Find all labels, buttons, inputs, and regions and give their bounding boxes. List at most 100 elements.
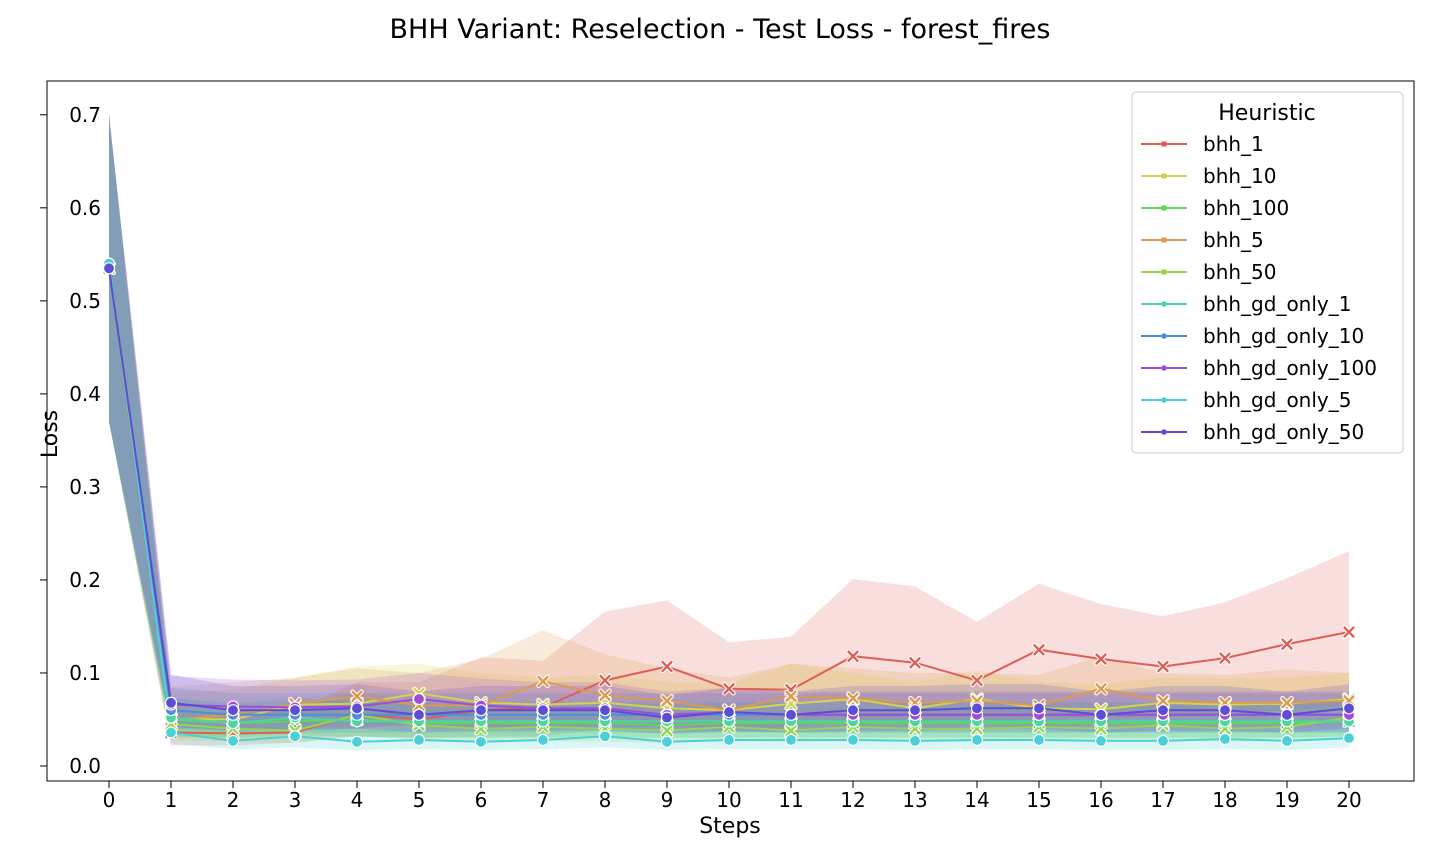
legend-marker (1161, 429, 1167, 435)
legend-label: bhh_10 (1203, 164, 1277, 188)
point-bhh-1 (1342, 625, 1356, 639)
y-axis: 0.0 0.1 0.2 0.3 0.4 0.5 0.6 0.7 (40, 103, 101, 778)
point-bhh-gd-only-5 (350, 735, 364, 748)
point-bhh-1 (1156, 659, 1170, 674)
point-bhh-50 (784, 723, 798, 738)
x-tick-label: 13 (902, 788, 927, 812)
legend-item-bhh-5: bhh_5 (1141, 228, 1264, 252)
point-bhh-1 (598, 673, 612, 688)
x-tick-label: 7 (537, 788, 550, 812)
legend-label: bhh_1 (1203, 132, 1264, 156)
x-axis: 0 1 2 3 4 5 6 7 8 9 10 11 12 13 14 15 16 17 18 19 20 (103, 781, 1362, 812)
band-bhh-5 (109, 114, 1349, 739)
point-bhh-5 (846, 691, 860, 705)
legend-marker (1161, 333, 1167, 339)
point-bhh-gd-only-5 (1032, 733, 1046, 747)
point-bhh-gd-only-5 (1342, 731, 1356, 745)
legend-label: bhh_gd_only_5 (1203, 388, 1351, 412)
legend-label: bhh_gd_only_10 (1203, 324, 1364, 348)
y-tick-label: 0.6 (69, 196, 101, 220)
y-tick-label: 0.3 (69, 475, 101, 499)
legend-label: bhh_100 (1203, 196, 1289, 220)
chart-title: BHH Variant: Reselection - Test Loss - f… (390, 14, 1051, 45)
x-tick-label: 4 (351, 788, 364, 812)
point-bhh-gd-only-5 (784, 733, 798, 747)
point-bhh-gd-only-50 (908, 704, 922, 717)
x-tick-label: 9 (661, 788, 674, 812)
y-tick-label: 0.2 (69, 568, 101, 592)
x-tick-label: 19 (1274, 788, 1299, 812)
legend: Heuristic bhh_1 bhh_10 bhh_100 bhh_5 bhh_50b… (1131, 91, 1404, 454)
point-bhh-gd-only-5 (908, 734, 922, 747)
point-bhh-gd-only-5 (846, 733, 860, 747)
legend-marker (1161, 365, 1167, 371)
legend-box (1131, 91, 1404, 454)
legend-label: bhh_gd_only_100 (1203, 356, 1377, 380)
series-markers (102, 257, 1356, 748)
confidence-bands (109, 114, 1349, 751)
point-bhh-5 (1156, 694, 1170, 708)
point-bhh-gd-only-50 (350, 702, 364, 715)
x-tick-label: 8 (599, 788, 612, 812)
legend-item-bhh-gd-only-5: bhh_gd_only_5 (1141, 388, 1351, 412)
x-tick-label: 1 (165, 788, 178, 812)
y-tick-label: 0.0 (69, 754, 101, 778)
x-tick-label: 16 (1088, 788, 1113, 812)
point-bhh-gd-only-50 (102, 262, 116, 275)
point-bhh-1 (1280, 637, 1294, 651)
point-bhh-5 (660, 694, 674, 708)
legend-label: bhh_gd_only_50 (1203, 420, 1364, 444)
point-bhh-gd-only-50 (226, 704, 240, 717)
point-bhh-1 (846, 649, 860, 663)
point-bhh-gd-only-5 (1218, 732, 1232, 746)
legend-marker (1161, 141, 1167, 147)
legend-items: bhh_1 bhh_10 bhh_100 bhh_5 bhh_50 bhh_gd_only… (1141, 132, 1377, 444)
point-bhh-gd-only-50 (474, 704, 488, 717)
point-bhh-gd-only-50 (412, 708, 426, 721)
point-bhh-5 (1094, 682, 1108, 696)
point-bhh-gd-only-50 (784, 708, 798, 721)
point-bhh-1 (660, 659, 674, 674)
point-bhh-gd-only-50 (164, 696, 178, 709)
legend-marker (1161, 173, 1167, 179)
band-bhh-1 (109, 114, 1349, 746)
point-bhh-gd-only-5 (412, 733, 426, 747)
x-tick-label: 11 (778, 788, 803, 812)
legend-item-bhh-gd-only-10: bhh_gd_only_10 (1141, 324, 1364, 348)
point-bhh-5 (1280, 695, 1294, 710)
point-bhh-gd-only-50 (536, 704, 550, 717)
point-bhh-gd-only-5 (164, 726, 178, 739)
point-bhh-gd-only-50 (1218, 704, 1232, 717)
point-bhh-gd-only-50 (1342, 702, 1356, 715)
legend-marker (1161, 269, 1167, 275)
point-bhh-gd-only-50 (722, 705, 736, 719)
plot-frame (46, 80, 1415, 782)
point-bhh-gd-only-5 (660, 735, 674, 748)
point-bhh-1 (1218, 651, 1232, 665)
point-bhh-gd-only-50 (1094, 708, 1108, 721)
legend-item-bhh-gd-only-100: bhh_gd_only_100 (1141, 356, 1377, 380)
x-tick-label: 2 (227, 788, 240, 812)
legend-item-bhh-gd-only-50: bhh_gd_only_50 (1141, 420, 1364, 444)
point-bhh-gd-only-50 (1032, 702, 1046, 715)
plot-area (46, 80, 1415, 782)
point-bhh-gd-only-5 (536, 733, 550, 747)
legend-item-bhh-gd-only-1: bhh_gd_only_1 (1141, 292, 1351, 316)
x-tick-label: 12 (840, 788, 865, 812)
x-tick-label: 10 (716, 788, 741, 812)
point-bhh-1 (1032, 642, 1046, 657)
x-tick-label: 14 (964, 788, 989, 812)
point-bhh-gd-only-5 (288, 730, 302, 743)
x-tick-label: 15 (1026, 788, 1051, 812)
point-bhh-gd-only-5 (1280, 734, 1294, 747)
point-bhh-gd-only-5 (598, 730, 612, 743)
x-tick-label: 18 (1212, 788, 1237, 812)
legend-title: Heuristic (1218, 101, 1315, 126)
point-bhh-gd-only-50 (598, 704, 612, 717)
point-bhh-gd-only-50 (660, 711, 674, 724)
legend-label: bhh_50 (1203, 260, 1277, 284)
y-tick-label: 0.5 (69, 289, 101, 313)
x-axis-label: Steps (699, 814, 761, 839)
point-bhh-gd-only-5 (474, 735, 488, 748)
point-bhh-50 (660, 723, 674, 738)
